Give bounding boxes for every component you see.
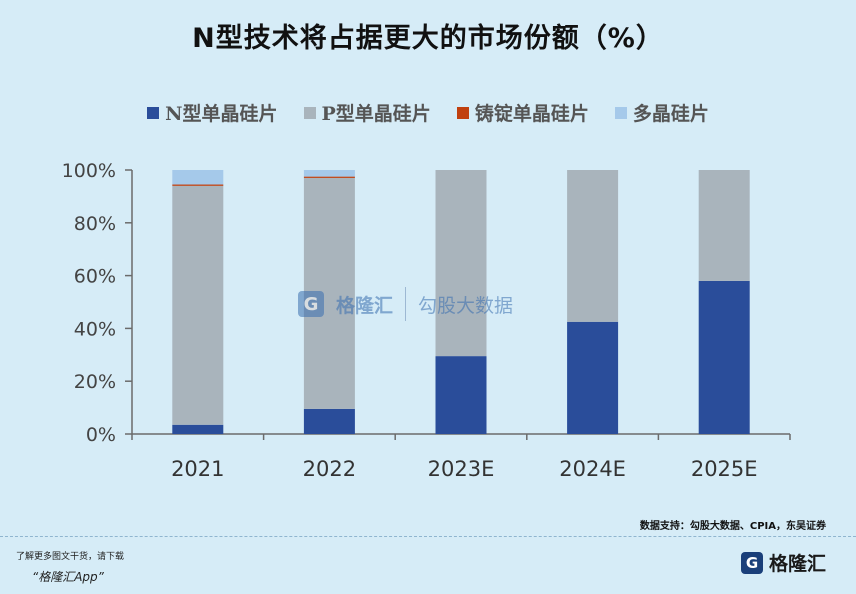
legend-label-p-type: P型单晶硅片 (321, 103, 431, 125)
bar-segment (303, 176, 355, 178)
bar-segment (303, 170, 355, 177)
legend-swatch-multi (614, 106, 627, 119)
legend-label-multi: 多晶硅片 (632, 103, 709, 125)
bar-segment (435, 170, 487, 357)
legend-swatch-n-type (147, 106, 160, 119)
watermark-logo-icon: G (298, 291, 324, 317)
source-note: 数据支持：勾股大数据、CPIA，东吴证券 (639, 521, 826, 532)
bar-segment (172, 184, 224, 186)
bar-segment (172, 170, 224, 185)
watermark-brand: 格隆汇 (336, 294, 394, 317)
footer-brand: G 格隆汇 (740, 549, 826, 576)
y-tick-label: 100% (62, 160, 116, 182)
footer-divider (0, 536, 856, 537)
bar-segment (303, 408, 355, 434)
legend-label-n-type: N型单晶硅片 (165, 103, 278, 125)
x-tick-label: 2022 (303, 457, 356, 481)
legend-item-cast-mono: 铸锭单晶硅片 (456, 99, 589, 126)
bar-segment (172, 424, 224, 434)
watermark-divider (405, 287, 407, 321)
watermark-brand-2: 勾股大数据 (418, 294, 514, 317)
stacked-bar-chart: 0% 20% 40% 60% 80% 100% 2021 2022 2023E 2024E 2025… (62, 160, 791, 481)
x-tick-label: 2024E (559, 457, 626, 481)
legend-item-multi: 多晶硅片 (614, 99, 709, 126)
legend-swatch-p-type (303, 106, 316, 119)
legend-item-p-type: P型单晶硅片 (303, 99, 431, 126)
y-tick-label: 80% (74, 213, 116, 235)
bar-segment (172, 185, 224, 425)
bar-segment (435, 356, 487, 434)
y-tick-label: 40% (74, 318, 116, 340)
legend-swatch-cast-mono (456, 106, 469, 119)
bar-segment (567, 170, 619, 322)
y-tick-label: 20% (74, 371, 116, 393)
bar-segment (698, 280, 750, 434)
footer-app-name: “格隆汇App” (32, 570, 104, 584)
chart-legend: N型单晶硅片 P型单晶硅片 铸锭单晶硅片 多晶硅片 (0, 99, 856, 126)
y-tick-label: 60% (74, 266, 116, 288)
bar-segment (567, 321, 619, 434)
x-tick-label: 2021 (171, 457, 224, 481)
watermark: G 格隆汇 勾股大数据 (298, 287, 513, 321)
chart-title: N型技术将占据更大的市场份额（%） (192, 23, 664, 54)
x-tick-label: 2025E (691, 457, 758, 481)
footer-logo-icon: G (740, 551, 763, 574)
bar-segment (698, 170, 750, 281)
legend-label-cast-mono: 铸锭单晶硅片 (474, 103, 589, 125)
legend-item-n-type: N型单晶硅片 (147, 99, 278, 126)
footer-brand-name: 格隆汇 (768, 553, 826, 575)
x-tick-label: 2023E (428, 457, 495, 481)
y-tick-label: 0% (86, 424, 116, 446)
footer-note: 了解更多图文干货，请下载 (16, 552, 125, 562)
